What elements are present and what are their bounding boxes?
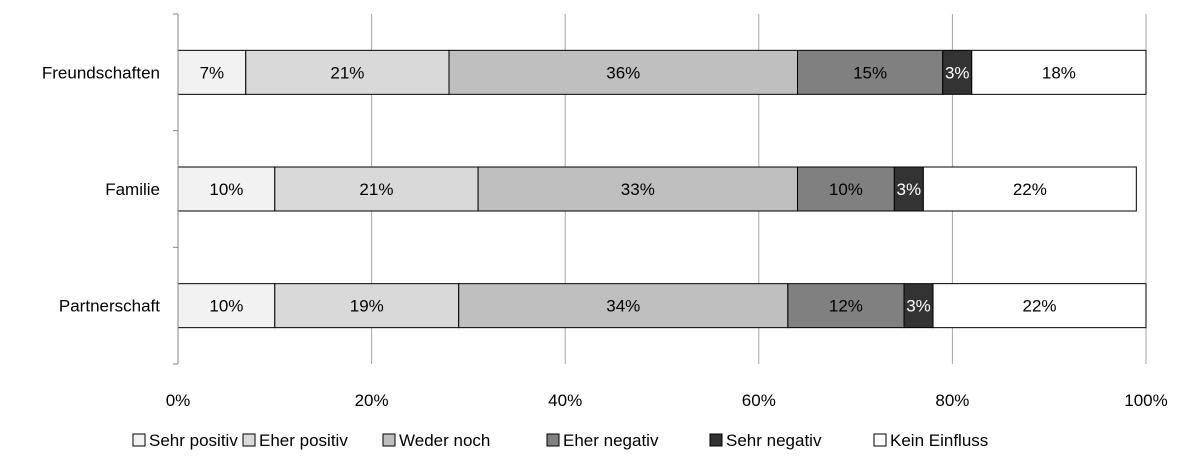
data-label: 22%: [1023, 297, 1057, 316]
data-label: 3%: [897, 180, 922, 199]
legend-item: Sehr negativ: [709, 431, 822, 450]
legend-item: Sehr positiv: [132, 431, 238, 450]
legend: Sehr positiv Eher positiv Weder noch Eher n…: [132, 431, 988, 450]
data-label: 33%: [621, 180, 655, 199]
bars: 7% 21% 36% 15% 3% 18% 10% 21% 33% 10% 3% 22% 10% 19% 3…: [177, 49, 1147, 329]
x-tick-label: 0%: [166, 391, 191, 410]
data-label: 22%: [1013, 180, 1047, 199]
data-label: 18%: [1042, 63, 1076, 82]
bar-segment: [922, 166, 1137, 212]
data-label: 3%: [945, 63, 970, 82]
data-label: 19%: [350, 297, 384, 316]
category-label: Freundschaften: [42, 63, 160, 82]
bar-segment: [177, 49, 247, 95]
legend-item: Weder noch: [382, 431, 490, 450]
axes: [173, 13, 179, 365]
bar-row: 10% 21% 33% 10% 3% 22%: [177, 166, 1137, 212]
bar-segment: [245, 49, 450, 95]
bar-row: 10% 19% 34% 12% 3% 22%: [177, 283, 1147, 329]
legend-swatch: [709, 433, 723, 447]
data-label: 10%: [209, 297, 243, 316]
category-labels: Freundschaften Familie Partnerschaft: [42, 63, 160, 315]
legend-label: Sehr positiv: [149, 431, 238, 450]
legend-swatch: [873, 433, 887, 447]
data-label: 34%: [606, 297, 640, 316]
bar-row: 7% 21% 36% 15% 3% 18%: [177, 49, 1147, 95]
bar-segment: [458, 283, 789, 329]
bar-segment: [893, 166, 924, 212]
legend-swatch: [382, 433, 396, 447]
category-label: Familie: [105, 180, 160, 199]
legend-label: Weder noch: [399, 431, 490, 450]
category-label: Partnerschaft: [59, 297, 160, 316]
data-label: 21%: [359, 180, 393, 199]
x-tick-labels: 0% 20% 40% 60% 80% 100%: [166, 391, 1168, 410]
legend-label: Sehr negativ: [726, 431, 822, 450]
x-tick-label: 80%: [935, 391, 969, 410]
data-label: 10%: [829, 180, 863, 199]
legend-swatch: [242, 433, 256, 447]
data-label: 21%: [330, 63, 364, 82]
x-tick-label: 20%: [355, 391, 389, 410]
bar-segment: [971, 49, 1147, 95]
x-tick-label: 60%: [742, 391, 776, 410]
bar-segment: [942, 49, 973, 95]
data-label: 10%: [209, 180, 243, 199]
bar-segment: [932, 283, 1147, 329]
legend-swatch: [132, 433, 146, 447]
data-label: 12%: [829, 297, 863, 316]
legend-label: Kein Einfluss: [890, 431, 988, 450]
data-label: 36%: [606, 63, 640, 82]
x-tick-label: 100%: [1124, 391, 1167, 410]
legend-label: Eher positiv: [259, 431, 348, 450]
legend-swatch: [546, 433, 560, 447]
bar-segment: [448, 49, 799, 95]
data-label: 3%: [906, 297, 931, 316]
bar-segment: [797, 49, 944, 95]
bar-segment: [787, 283, 905, 329]
data-label: 15%: [853, 63, 887, 82]
legend-item: Kein Einfluss: [873, 431, 988, 450]
data-label: 7%: [200, 63, 225, 82]
legend-label: Eher negativ: [563, 431, 659, 450]
bar-segment: [477, 166, 799, 212]
x-tick-label: 40%: [548, 391, 582, 410]
legend-item: Eher negativ: [546, 431, 659, 450]
bar-segment: [177, 166, 276, 212]
legend-item: Eher positiv: [242, 431, 348, 450]
